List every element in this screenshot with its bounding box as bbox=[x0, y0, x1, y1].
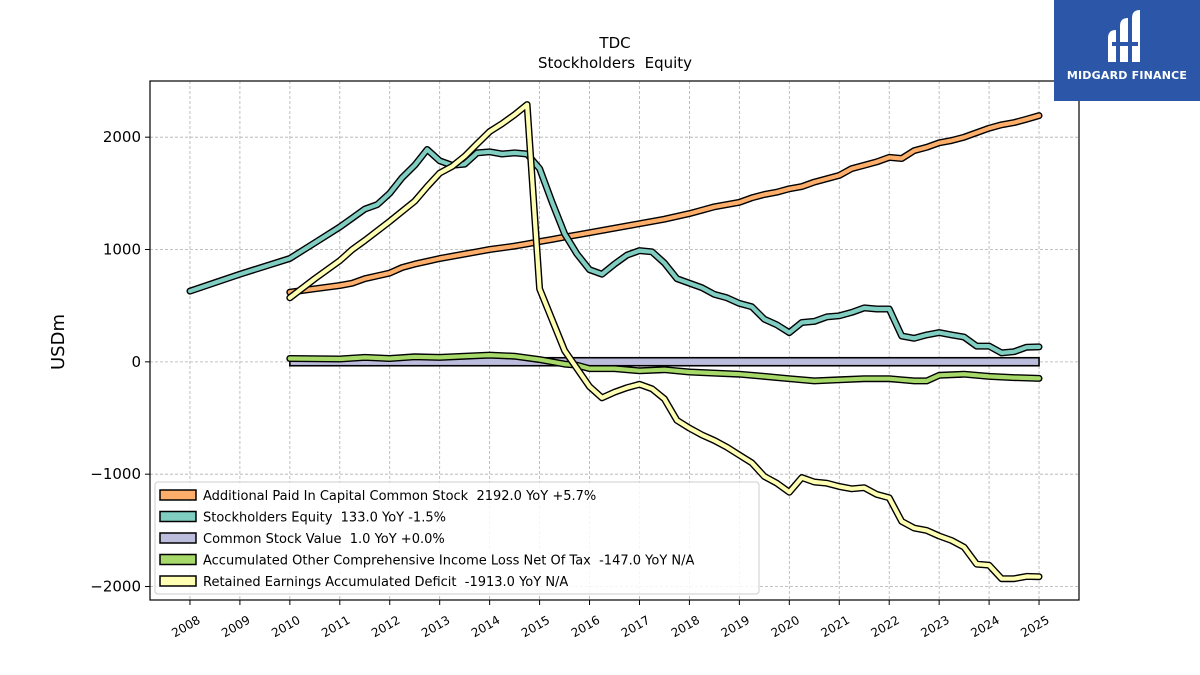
x-tick-label: 2018 bbox=[669, 613, 702, 640]
series-2 bbox=[186, 146, 1043, 357]
legend-label: Additional Paid In Capital Common Stock … bbox=[203, 489, 596, 504]
plot-frame bbox=[149, 80, 1080, 601]
y-axis-label: USDm bbox=[48, 314, 69, 370]
y-tick-label: −1000 bbox=[90, 465, 141, 483]
y-tick-label: 0 bbox=[131, 353, 141, 371]
x-tick-label: 2009 bbox=[219, 613, 252, 640]
x-tick-label: 2023 bbox=[918, 613, 951, 640]
x-tick-label: 2021 bbox=[819, 613, 852, 640]
chart-subtitle: Stockholders Equity bbox=[538, 54, 692, 72]
legend-label: Common Stock Value 1.0 YoY +0.0% bbox=[203, 532, 445, 547]
y-tick-label: −2000 bbox=[90, 578, 141, 596]
x-tick-label: 2014 bbox=[469, 613, 502, 640]
y-tick-label: 1000 bbox=[103, 241, 141, 259]
legend-swatch bbox=[159, 575, 197, 587]
x-tick-label: 2022 bbox=[868, 613, 901, 640]
x-tick-label: 2016 bbox=[569, 613, 602, 640]
x-tick-label: 2013 bbox=[419, 613, 452, 640]
x-tick-label: 2020 bbox=[769, 613, 802, 640]
series-line bbox=[287, 113, 1042, 295]
series-5 bbox=[286, 101, 1043, 583]
x-tick-label: 2010 bbox=[269, 613, 302, 640]
logo-text: MIDGARD FINANCE bbox=[1066, 69, 1188, 82]
series-line bbox=[287, 102, 1042, 581]
legend-swatch bbox=[159, 553, 197, 566]
legend-label: Retained Earnings Accumulated Deficit -1… bbox=[203, 575, 568, 590]
series-line bbox=[187, 147, 1042, 355]
y-tick-label: 2000 bbox=[103, 128, 141, 146]
x-tick-label: 2019 bbox=[719, 613, 752, 640]
legend-swatch bbox=[159, 510, 197, 523]
legend-swatch bbox=[159, 489, 197, 501]
legend-label: Accumulated Other Comprehensive Income L… bbox=[203, 554, 694, 569]
x-tick-label: 2012 bbox=[369, 613, 402, 640]
x-tick-label: 2024 bbox=[968, 613, 1001, 640]
x-tick-label: 2008 bbox=[169, 613, 202, 640]
x-tick-label: 2017 bbox=[619, 613, 652, 640]
legend: Additional Paid In Capital Common Stock … bbox=[154, 481, 760, 595]
series-outline bbox=[186, 146, 1043, 357]
series-4 bbox=[286, 351, 1043, 385]
chart-title: TDC bbox=[598, 34, 630, 52]
x-tick-label: 2015 bbox=[519, 613, 552, 640]
midgard-finance-logo: MIDGARD FINANCE bbox=[1054, 0, 1200, 101]
series-line bbox=[287, 353, 1042, 383]
series-1 bbox=[286, 112, 1043, 296]
x-tick-label: 2025 bbox=[1018, 613, 1051, 640]
legend-box bbox=[154, 481, 760, 595]
x-tick-label: 2011 bbox=[319, 613, 352, 640]
series-lines bbox=[186, 101, 1043, 583]
legend-swatch bbox=[159, 532, 197, 544]
midgard-logo-icon bbox=[1108, 10, 1140, 62]
legend-label: Stockholders Equity 133.0 YoY -1.5% bbox=[203, 511, 446, 526]
